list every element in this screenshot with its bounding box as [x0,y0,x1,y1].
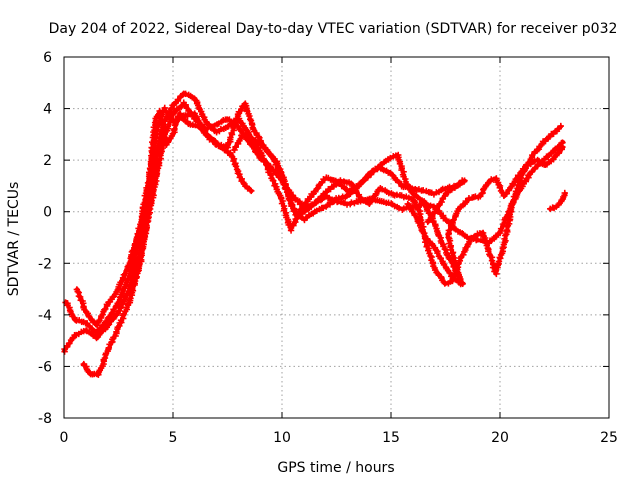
series-track-5 [231,131,468,224]
y-tick-label: -2 [38,256,52,272]
y-tick-label: -6 [38,359,52,375]
axis-ticks [63,56,610,419]
x-tick-label: 10 [273,430,291,446]
y-axis-label: SDTVAR / TECUs [6,182,22,297]
y-tick-label: -8 [38,411,52,427]
series-track-2 [62,90,466,336]
y-tick-label: 2 [43,153,52,169]
y-tick-label: -4 [38,308,52,324]
x-tick-label: 20 [491,430,509,446]
y-tick-label: 6 [43,50,52,66]
series-track-6 [404,143,566,288]
series-markers [404,143,566,288]
chart-title: Day 204 of 2022, Sidereal Day-to-day VTE… [49,21,618,37]
series-track-4 [80,107,255,378]
y-tick-label: 4 [43,102,52,118]
y-tick-labels: -8 -6 -4 -2 0 2 4 6 [38,50,52,427]
x-tick-label: 0 [60,430,69,446]
data-series-group [61,90,568,378]
x-tick-label: 15 [382,430,400,446]
series-track-8 [547,189,568,213]
x-tick-labels: 0 5 10 15 20 25 [60,430,618,446]
plot-frame [63,56,610,419]
x-axis-label: GPS time / hours [277,460,394,476]
series-markers [80,107,255,378]
series-markers [424,177,466,226]
x-tick-label: 5 [169,430,178,446]
series-markers [231,131,468,224]
series-markers [547,189,568,213]
x-tick-label: 25 [600,430,618,446]
series-markers [62,90,466,336]
y-tick-label: 0 [43,205,52,221]
series-track-7 [424,177,466,226]
grid-lines [64,57,609,418]
